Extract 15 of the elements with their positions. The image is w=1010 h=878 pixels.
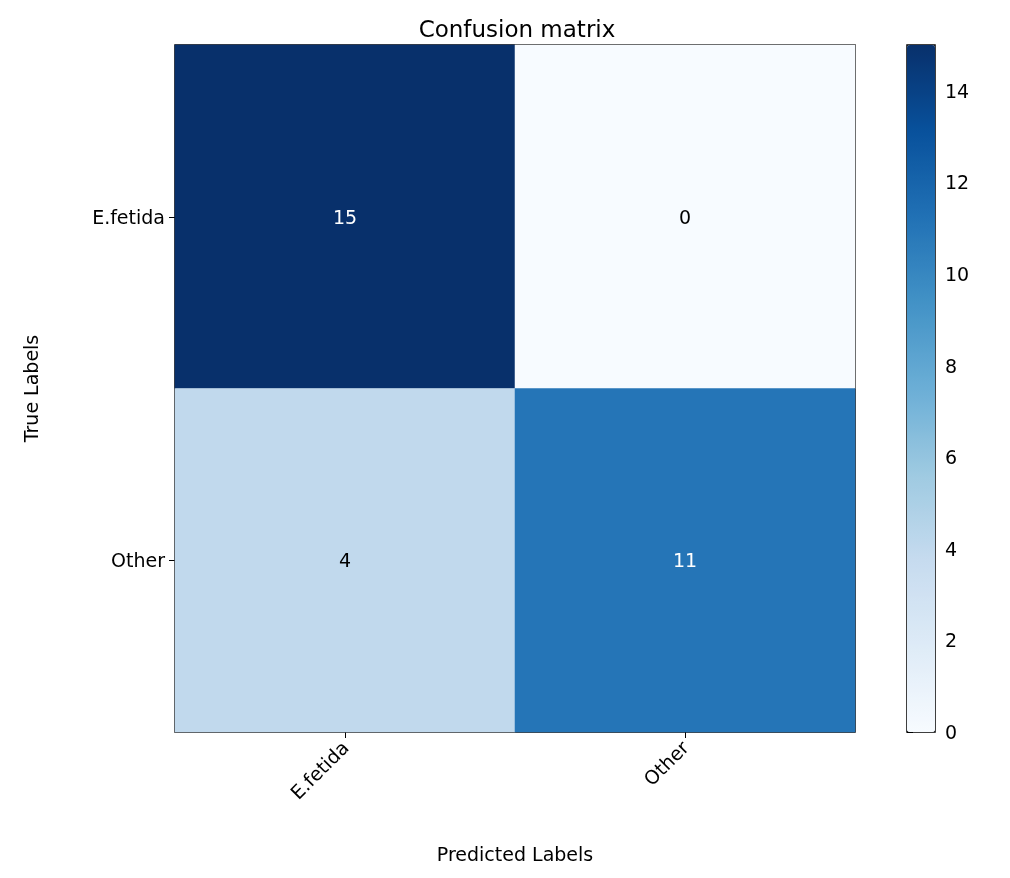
color-bar-label: 0 [945,721,958,743]
data-label: 11 [672,549,698,572]
data-label: 4 [338,549,352,572]
color-bar-label: 10 [945,263,970,285]
data-label: 0 [678,205,692,228]
color-bar-label: 8 [945,354,958,377]
color-bar-label: 12 [945,171,970,194]
color-bar-label: 6 [945,446,958,469]
chart-title: Confusion matrix [418,15,616,42]
color-bar-label: 4 [945,537,958,560]
color-bar-label: 2 [945,629,958,652]
color-bar-label: 14 [945,79,970,102]
data-label: 15 [332,205,358,228]
y-axis-title: True Labels [19,334,42,444]
x-axis-title: Predicted Labels [436,842,594,865]
